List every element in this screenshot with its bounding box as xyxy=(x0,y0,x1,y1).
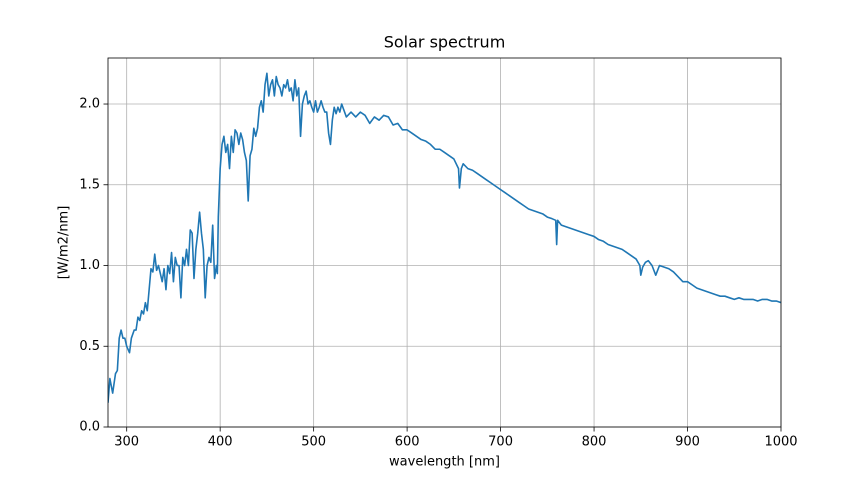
x-tick-label: 700 xyxy=(488,435,513,450)
x-tick-label: 800 xyxy=(582,435,607,450)
x-tick-label: 600 xyxy=(395,435,420,450)
y-tick-label: 0.0 xyxy=(79,420,100,435)
y-axis-label: [W/m2/nm] xyxy=(57,206,72,280)
x-tick-label: 500 xyxy=(301,435,326,450)
x-tick-label: 300 xyxy=(114,435,139,450)
y-tick-label: 0.5 xyxy=(79,339,100,354)
y-tick-label: 1.0 xyxy=(79,258,100,273)
plot-frame xyxy=(107,57,782,428)
chart-title: Solar spectrum xyxy=(384,33,506,52)
x-tick-label: 400 xyxy=(208,435,233,450)
x-tick-label: 900 xyxy=(675,435,700,450)
data-line xyxy=(108,72,781,403)
y-tick-label: 2.0 xyxy=(79,97,100,112)
x-axis-label: wavelength [nm] xyxy=(389,455,500,470)
y-tick-label: 1.5 xyxy=(79,177,100,192)
x-tick-label: 1000 xyxy=(764,435,797,450)
